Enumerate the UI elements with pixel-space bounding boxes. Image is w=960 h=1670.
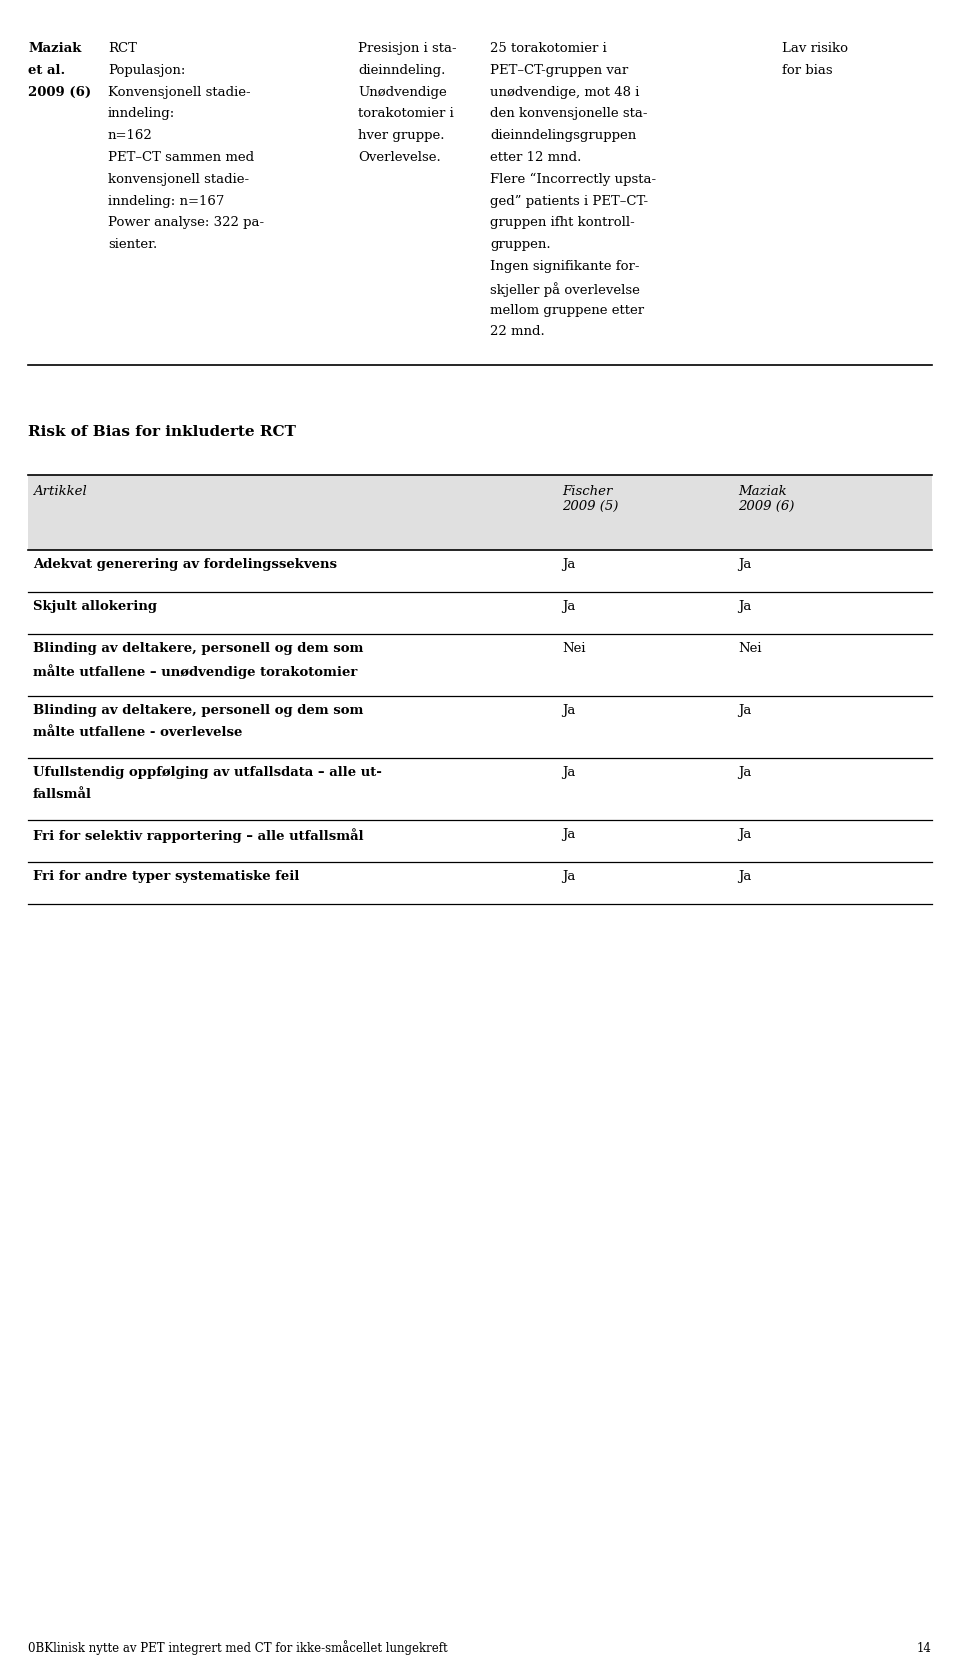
Text: for bias: for bias <box>782 63 832 77</box>
Text: et al.: et al. <box>28 63 65 77</box>
Text: inndeling: n=167: inndeling: n=167 <box>108 195 225 207</box>
Text: Ja: Ja <box>738 705 752 716</box>
Text: Ja: Ja <box>738 870 752 883</box>
Text: Ja: Ja <box>562 767 575 778</box>
Text: Ufullstendig oppfølging av utfallsdata – alle ut-: Ufullstendig oppfølging av utfallsdata –… <box>33 767 382 778</box>
Text: Flere “Incorrectly upsta-: Flere “Incorrectly upsta- <box>490 172 656 185</box>
Text: Artikkel: Artikkel <box>33 484 86 498</box>
Text: gruppen ifht kontroll-: gruppen ifht kontroll- <box>490 217 635 229</box>
Text: n=162: n=162 <box>108 129 153 142</box>
Text: målte utfallene – unødvendige torakotomier: målte utfallene – unødvendige torakotomi… <box>33 665 357 680</box>
Text: 14: 14 <box>917 1642 932 1655</box>
Text: Blinding av deltakere, personell og dem som: Blinding av deltakere, personell og dem … <box>33 705 364 716</box>
Text: Skjult allokering: Skjult allokering <box>33 600 157 613</box>
Text: Ja: Ja <box>562 558 575 571</box>
Text: Lav risiko: Lav risiko <box>782 42 848 55</box>
Text: inndeling:: inndeling: <box>108 107 176 120</box>
Text: mellom gruppene etter: mellom gruppene etter <box>490 304 644 317</box>
Text: hver gruppe.: hver gruppe. <box>358 129 444 142</box>
Text: Ja: Ja <box>562 828 575 842</box>
Text: unødvendige, mot 48 i: unødvendige, mot 48 i <box>490 85 639 99</box>
Text: Ja: Ja <box>562 705 575 716</box>
Text: skjeller på overlevelse: skjeller på overlevelse <box>490 282 640 297</box>
Text: Presisjon i sta-: Presisjon i sta- <box>358 42 457 55</box>
Text: målte utfallene - overlevelse: målte utfallene - overlevelse <box>33 726 242 740</box>
Text: Adekvat generering av fordelingssekvens: Adekvat generering av fordelingssekvens <box>33 558 337 571</box>
Text: Unødvendige: Unødvendige <box>358 85 446 99</box>
Text: Power analyse: 322 pa-: Power analyse: 322 pa- <box>108 217 264 229</box>
Text: konvensjonell stadie-: konvensjonell stadie- <box>108 172 250 185</box>
Text: torakotomier i: torakotomier i <box>358 107 454 120</box>
Text: 2009 (6): 2009 (6) <box>28 85 91 99</box>
Text: Ja: Ja <box>562 870 575 883</box>
Text: Ja: Ja <box>738 600 752 613</box>
Text: Ja: Ja <box>562 600 575 613</box>
Text: den konvensjonelle sta-: den konvensjonelle sta- <box>490 107 647 120</box>
Text: Ja: Ja <box>738 828 752 842</box>
Text: Overlevelse.: Overlevelse. <box>358 150 441 164</box>
Text: gruppen.: gruppen. <box>490 239 551 250</box>
Text: Ja: Ja <box>738 558 752 571</box>
Text: Konvensjonell stadie-: Konvensjonell stadie- <box>108 85 251 99</box>
Text: Nei: Nei <box>738 641 761 655</box>
Text: Fri for andre typer systematiske feil: Fri for andre typer systematiske feil <box>33 870 300 883</box>
Text: Fri for selektiv rapportering – alle utfallsmål: Fri for selektiv rapportering – alle utf… <box>33 828 364 843</box>
Text: 0BKlinisk nytte av PET integrert med CT for ikke-småcellet lungekreft: 0BKlinisk nytte av PET integrert med CT … <box>28 1640 447 1655</box>
Text: RCT: RCT <box>108 42 137 55</box>
Text: Fischer
2009 (5): Fischer 2009 (5) <box>562 484 618 513</box>
Text: Maziak
2009 (6): Maziak 2009 (6) <box>738 484 794 513</box>
Text: 22 mnd.: 22 mnd. <box>490 326 544 339</box>
Text: etter 12 mnd.: etter 12 mnd. <box>490 150 582 164</box>
Text: Blinding av deltakere, personell og dem som: Blinding av deltakere, personell og dem … <box>33 641 364 655</box>
Text: 25 torakotomier i: 25 torakotomier i <box>490 42 607 55</box>
Text: Ingen signifikante for-: Ingen signifikante for- <box>490 261 639 272</box>
Text: Risk of Bias for inkluderte RCT: Risk of Bias for inkluderte RCT <box>28 424 296 439</box>
Text: Nei: Nei <box>562 641 586 655</box>
Text: Ja: Ja <box>738 767 752 778</box>
Text: PET–CT-gruppen var: PET–CT-gruppen var <box>490 63 628 77</box>
FancyBboxPatch shape <box>28 474 932 549</box>
Text: sienter.: sienter. <box>108 239 157 250</box>
Text: ged” patients i PET–CT-: ged” patients i PET–CT- <box>490 195 648 207</box>
Text: PET–CT sammen med: PET–CT sammen med <box>108 150 254 164</box>
Text: Populasjon:: Populasjon: <box>108 63 185 77</box>
Text: dieinndeling.: dieinndeling. <box>358 63 445 77</box>
Text: dieinndelingsgruppen: dieinndelingsgruppen <box>490 129 636 142</box>
Text: Maziak: Maziak <box>28 42 82 55</box>
Text: fallsmål: fallsmål <box>33 788 92 802</box>
